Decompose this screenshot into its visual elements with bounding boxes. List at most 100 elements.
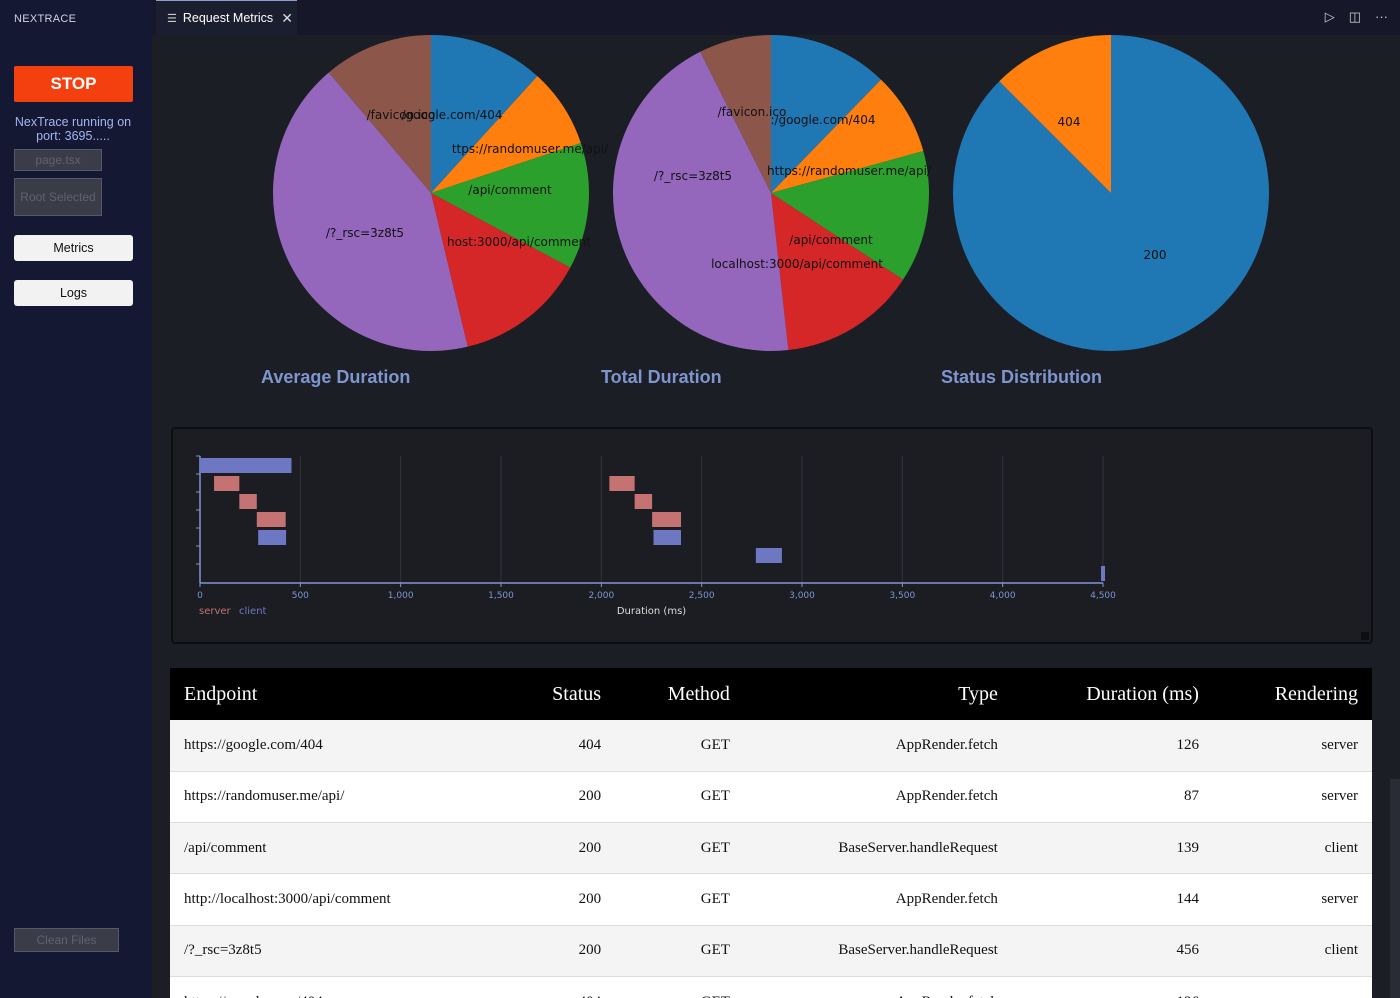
pie-label: 200 [1144,248,1167,262]
status-distribution-pie: 200 404 [953,35,1269,351]
tick-label: 0 [197,591,203,601]
clean-files-button[interactable]: Clean Files [14,928,119,952]
timeline-bar-client[interactable] [1100,566,1106,581]
scrollbar[interactable] [1390,779,1400,998]
table-cell: /?_rsc=3z8t5 [170,925,506,977]
root-selected-button[interactable]: Root Selected [14,178,102,216]
tick-label: 1,000 [388,591,414,601]
table-cell: AppRender.fetch [743,720,1012,772]
table-row[interactable]: https://google.com/404404GETAppRender.fe… [170,976,1372,998]
table-cell: AppRender.fetch [743,771,1012,824]
pie-slice[interactable] [700,35,771,193]
table-cell: 126 [1011,976,1213,998]
pie-slice[interactable] [272,72,468,352]
close-icon[interactable]: ✕ [281,9,293,26]
editor-actions: ▷ ◫ ··· [1325,9,1388,25]
pie-label: /?_rsc=3z8t5 [326,226,404,240]
timeline-bar-server[interactable] [239,494,257,509]
table-row[interactable]: /?_rsc=3z8t5 200 GET BaseServer.handleReque… [170,925,1372,977]
tick-label: 1,500 [488,591,514,601]
pie-slice[interactable] [431,193,571,347]
table-cell: https://google.com/404 [170,720,506,772]
table-row[interactable]: http://localhost:3000/api/comment 200 GET A… [170,873,1372,926]
column-header[interactable]: Status [505,668,616,720]
column-header[interactable]: Endpoint [170,668,506,720]
file-lines-icon: ☰ [167,12,177,25]
timeline-bar-client[interactable] [200,458,292,473]
timeline-bar-server[interactable] [256,512,286,527]
timeline-bar-client[interactable] [653,530,681,545]
page-file-button[interactable]: page.tsx [14,149,102,171]
tick-label: 4,500 [1090,591,1116,601]
column-header[interactable]: Rendering [1212,668,1372,720]
column-header[interactable]: Method [615,668,744,720]
pie-slice[interactable] [431,35,538,193]
table-cell: AppRender.fetch [743,873,1012,926]
resize-handle[interactable] [1361,632,1369,640]
logs-button[interactable]: Logs [14,280,133,306]
pie-label: 404 [1058,115,1081,129]
pie-slice[interactable] [999,35,1111,193]
pie-label: /favicon.ico [718,105,787,119]
timeline-bar-server[interactable] [652,512,681,527]
pie-label: /api/comment [789,233,873,247]
table-cell: GET [615,976,744,998]
table-cell: /api/comment [170,822,506,875]
timeline-bar-client[interactable] [258,530,287,545]
table-cell: http://localhost:3000/api/comment [170,873,506,926]
table-cell: https://randomuser.me/api/ [170,771,506,824]
tick-label: 3,500 [889,591,915,601]
pie-label: host:3000/api/comment [447,235,591,249]
main-content: /google.com/404 ttps://randomuser.me/api/… [152,35,1400,998]
table-cell: 144 [1011,873,1213,926]
table-cell: 200 [505,822,616,875]
timeline-bar-client[interactable] [755,548,782,563]
average-duration-pie: /google.com/404 ttps://randomuser.me/api/… [272,35,609,352]
pie-slice[interactable] [771,151,930,280]
table-cell: BaseServer.handleRequest [743,925,1012,977]
table-cell: 87 [1011,771,1213,824]
pie-slice[interactable] [771,79,924,193]
tick-label: 2,500 [689,591,715,601]
pie-label: https://randomuser.me/api/ [767,164,932,178]
pie-slice[interactable] [771,35,882,193]
split-editor-icon[interactable]: ◫ [1348,9,1361,24]
timeline-bar-server[interactable] [609,476,635,491]
tick-label: 3,000 [789,591,815,601]
pie-label: :/google.com/404 [770,113,875,127]
table-row[interactable]: https://randomuser.me/api/200 GET AppRende… [170,771,1372,824]
timeline-chart: 0 500 1,000 1,500 2,000 2,500 3,000 3,500 4,000 4… [171,427,1373,644]
server-status-text: NexTrace running on port: 3695..... [14,115,132,143]
pie-label: /api/comment [468,183,552,197]
stop-button[interactable]: STOP [14,66,133,102]
x-axis-label: Duration (ms) [617,606,686,617]
pie-slice[interactable] [431,142,589,268]
pie-label: /google.com/404 [401,108,502,122]
pie-slice[interactable] [771,193,904,351]
timeline-bar-server[interactable] [214,476,240,491]
timeline-bar-server[interactable] [634,494,653,509]
run-icon[interactable]: ▷ [1324,9,1335,24]
timeline-svg: 0 500 1,000 1,500 2,000 2,500 3,000 3,500 4,000 4… [196,455,1369,640]
pie-slice[interactable] [328,35,431,193]
pie-label: /?_rsc=3z8t5 [654,169,732,183]
table-cell: GET [615,822,744,875]
table-cell: GET [615,720,744,772]
table-cell: GET [615,873,744,926]
table-cell: GET [615,925,744,977]
legend-server: server [199,606,232,617]
metrics-button[interactable]: Metrics [14,235,133,261]
table-row[interactable]: /api/comment 200 GET BaseServer.handleReque… [170,822,1372,875]
tab-request-metrics[interactable]: ☰ Request Metrics ✕ [156,0,297,35]
pie-slice[interactable] [612,51,789,352]
table-cell: client [1212,925,1372,977]
average-duration-title: Average Duration [261,367,411,387]
more-actions-icon[interactable]: ··· [1375,9,1388,24]
column-header[interactable]: Type [743,668,1012,720]
pie-slice[interactable] [431,76,581,193]
table-body: https://google.com/404 404 GET AppRender.fe… [170,720,1372,998]
table-cell: 200 [505,925,616,977]
status-distribution-title: Status Distribution [941,367,1102,387]
column-header[interactable]: Duration (ms) [1011,668,1213,720]
